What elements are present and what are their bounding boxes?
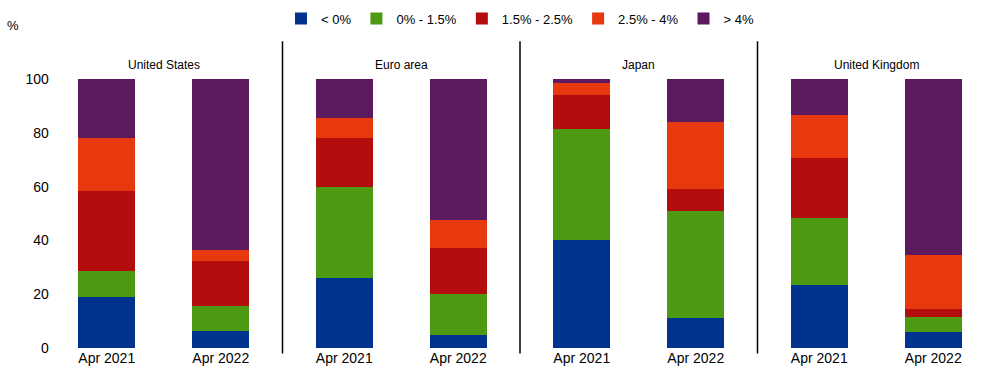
svg-text:United Kingdom: United Kingdom [834, 58, 919, 72]
svg-text:60: 60 [33, 179, 49, 195]
svg-text:Apr 2021: Apr 2021 [316, 350, 373, 366]
svg-text:20: 20 [33, 286, 49, 302]
svg-text:Apr 2022: Apr 2022 [905, 350, 962, 366]
svg-text:Apr 2021: Apr 2021 [553, 350, 610, 366]
svg-text:Japan: Japan [622, 58, 655, 72]
svg-text:0: 0 [41, 340, 49, 356]
svg-text:< 0%: < 0% [321, 12, 351, 27]
svg-text:Apr 2022: Apr 2022 [192, 350, 249, 366]
svg-text:United States: United States [128, 58, 200, 72]
svg-text:Apr 2021: Apr 2021 [791, 350, 848, 366]
svg-text:80: 80 [33, 125, 49, 141]
svg-text:Apr 2022: Apr 2022 [667, 350, 724, 366]
svg-text:0% - 1.5%: 0% - 1.5% [396, 12, 456, 27]
svg-text:%: % [7, 18, 19, 33]
svg-text:40: 40 [33, 232, 49, 248]
svg-text:100: 100 [25, 71, 49, 87]
svg-text:Apr 2021: Apr 2021 [78, 350, 135, 366]
svg-text:Apr 2022: Apr 2022 [430, 350, 487, 366]
svg-text:1.5% - 2.5%: 1.5% - 2.5% [502, 12, 573, 27]
svg-text:Euro area: Euro area [375, 58, 428, 72]
svg-text:2.5% - 4%: 2.5% - 4% [618, 12, 678, 27]
svg-text:> 4%: > 4% [724, 12, 754, 27]
